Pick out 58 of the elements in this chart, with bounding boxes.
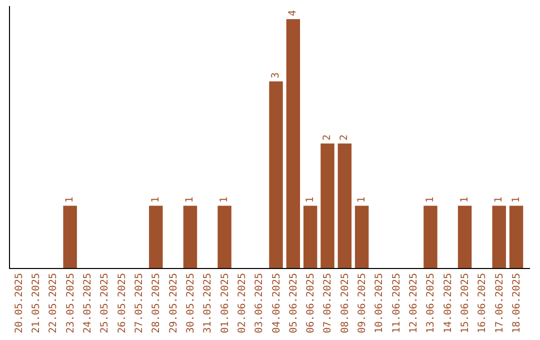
x-tick-label: 15.06.2025	[460, 273, 472, 334]
bar	[218, 206, 232, 268]
bar	[149, 206, 163, 268]
x-tick-label: 02.06.2025	[236, 273, 248, 334]
x-tick-label: 09.06.2025	[357, 273, 368, 334]
data-label: 1	[494, 196, 505, 203]
data-label: 3	[270, 72, 282, 78]
x-tick-label: 23.05.2025	[65, 273, 76, 334]
data-label: 1	[304, 196, 316, 203]
bar	[303, 206, 318, 268]
bar	[354, 206, 369, 268]
x-tick-label: 28.05.2025	[151, 273, 162, 334]
bar	[492, 206, 506, 268]
bar	[269, 81, 283, 268]
data-label: 2	[322, 134, 333, 141]
data-label: 1	[64, 196, 76, 203]
x-tick-label: 01.06.2025	[220, 273, 231, 334]
x-tick-label: 25.05.2025	[100, 273, 111, 334]
x-tick-label: 11.06.2025	[391, 273, 402, 334]
x-tick-label: 30.05.2025	[185, 273, 196, 334]
bar	[338, 144, 352, 268]
x-tick-label: 22.05.2025	[48, 273, 60, 334]
data-label: 1	[150, 196, 162, 203]
x-tick-label: 07.06.2025	[322, 273, 334, 334]
data-label: 2	[339, 134, 350, 141]
data-label: 1	[356, 196, 368, 203]
data-label: 1	[510, 196, 522, 203]
data-label: 1	[184, 196, 196, 203]
x-tick-label: 20.05.2025	[14, 273, 25, 334]
data-label: 1	[424, 196, 436, 203]
x-tick-label: 10.06.2025	[374, 273, 386, 334]
x-tick-label: 17.06.2025	[494, 273, 506, 334]
bar	[183, 206, 198, 268]
x-tick-label: 03.06.2025	[254, 273, 266, 334]
x-tick-label: 13.06.2025	[426, 273, 437, 334]
bar	[320, 144, 334, 268]
x-tick-label: 16.06.2025	[477, 273, 488, 334]
x-tick-label: 24.05.2025	[82, 273, 94, 334]
x-tick-label: 08.06.2025	[340, 273, 351, 334]
x-tick-label: 04.06.2025	[271, 273, 282, 334]
x-tick-label: 05.06.2025	[288, 273, 300, 334]
data-label: 1	[219, 196, 230, 203]
x-tick-label: 27.05.2025	[134, 273, 145, 334]
bar	[424, 206, 438, 268]
bar	[63, 206, 77, 268]
x-tick-label: 14.06.2025	[442, 273, 454, 334]
x-tick-label: 29.05.2025	[168, 273, 180, 334]
x-tick-label: 06.06.2025	[306, 273, 317, 334]
data-label: 1	[459, 196, 470, 203]
x-tick-label: 26.05.2025	[116, 273, 128, 334]
bar	[286, 19, 300, 268]
x-tick-label: 21.05.2025	[30, 273, 42, 334]
bar	[509, 206, 524, 268]
x-tick-label: 12.06.2025	[408, 273, 420, 334]
bar	[458, 206, 472, 268]
data-label: 4	[288, 10, 299, 16]
x-tick-label: 31.05.2025	[202, 273, 214, 334]
x-tick-label: 18.06.2025	[512, 273, 523, 334]
